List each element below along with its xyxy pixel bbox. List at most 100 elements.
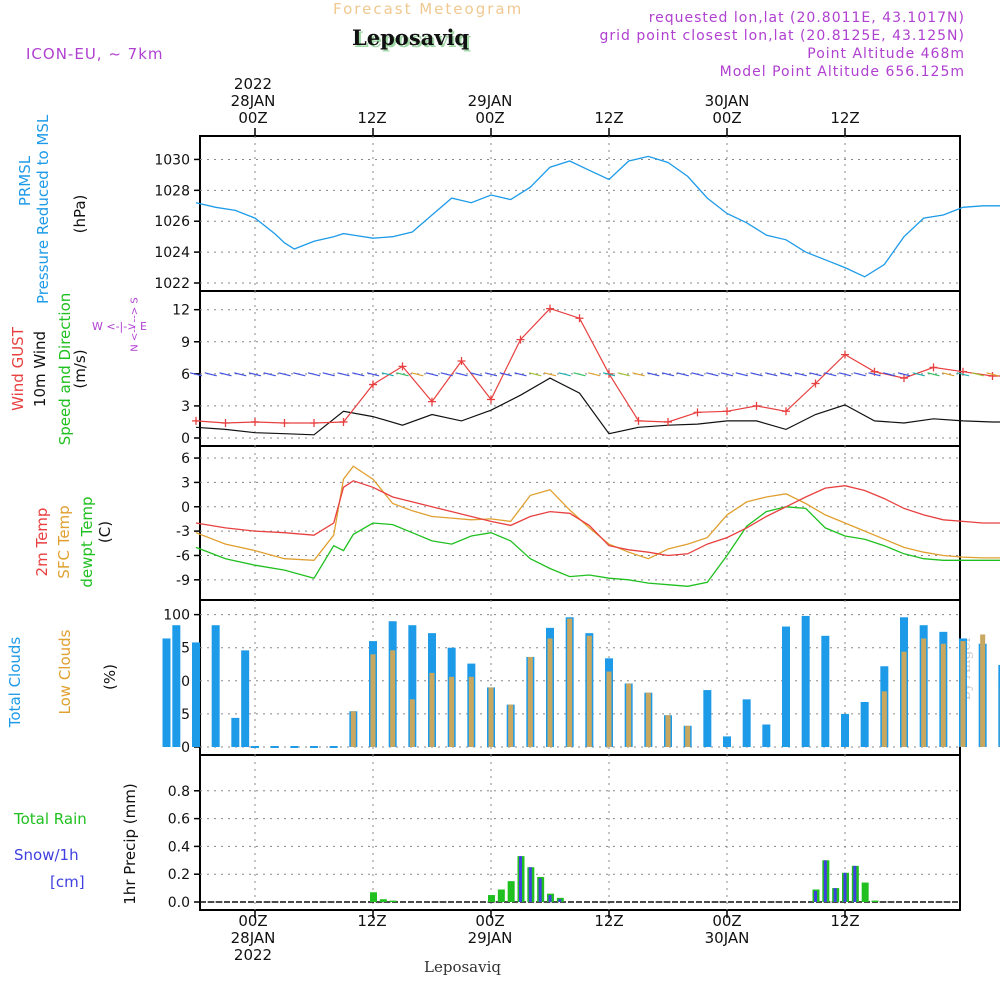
wind-direction-arrow: [794, 372, 807, 377]
low-cloud-bar: [685, 725, 691, 747]
rain-bar: [497, 889, 505, 902]
wind-direction-arrow: [971, 372, 984, 377]
bottom-tick-5: 12Z: [830, 912, 860, 930]
gust-marker: [398, 362, 407, 371]
low-cloud-bar: [527, 656, 533, 747]
gust-marker: [664, 417, 672, 426]
gust-marker: [369, 380, 377, 389]
gust-marker: [192, 416, 200, 425]
wind-direction-arrow: [897, 372, 911, 377]
total-cloud-bar: [782, 626, 790, 747]
y-tick-label: -9: [176, 573, 190, 589]
y-tick-label: 0: [181, 431, 190, 447]
total-cloud-bar: [408, 625, 417, 747]
gust-marker: [310, 419, 318, 428]
y-tick-label: 0: [181, 500, 190, 516]
chart-title: Forecast Meteogram: [333, 0, 524, 18]
snow-bar: [833, 888, 837, 902]
low-cloud-bar: [409, 699, 415, 747]
low-cloud-bar: [980, 634, 986, 747]
snow-bar: [538, 878, 542, 902]
wind-direction-arrow: [588, 372, 601, 377]
wind-direction-arrow: [883, 372, 896, 377]
snow-bar: [528, 867, 532, 902]
low-cloud-bar: [881, 691, 887, 747]
wind-direction-arrow: [263, 372, 276, 377]
total-cloud-bar: [723, 736, 731, 747]
total-cloud-bar: [801, 615, 810, 747]
y-tick-label: 6: [181, 451, 190, 467]
wind-direction-arrow: [322, 372, 335, 377]
wind-direction-arrow: [425, 372, 439, 377]
wind-direction-arrow: [381, 372, 394, 377]
low-cloud-bar: [645, 692, 651, 747]
y-tick-label: -3: [176, 524, 190, 540]
low-cloud-bar: [901, 651, 907, 747]
wind-direction-arrow: [484, 372, 498, 377]
gust-marker: [457, 357, 466, 366]
total-cloud-bar: [172, 625, 181, 747]
wind-direction-arrow: [632, 372, 645, 377]
y-tick-label: 3: [181, 475, 190, 491]
panel-frame: [199, 754, 961, 911]
wind-direction-arrow: [352, 372, 365, 377]
cm-label: [cm]: [50, 873, 85, 891]
wind-direction-arrow: [396, 372, 409, 377]
wind10-line: [195, 377, 1000, 436]
wind-direction-arrow: [765, 372, 778, 377]
pressure-line: [195, 155, 1000, 278]
temperature-panel: -9 -6 -3 0 3 6: [176, 451, 1000, 589]
top-tick-5: 12Z: [830, 109, 860, 127]
total-cloud-bar: [860, 701, 869, 747]
total-cloud-bar: [762, 724, 771, 747]
low-cloud-bar: [429, 672, 435, 747]
total-cloud-bar: [841, 713, 849, 747]
gust-marker: [900, 374, 908, 383]
wind-direction-arrow: [470, 372, 483, 377]
wind-direction-arrow: [617, 372, 630, 377]
snow-bar: [548, 895, 552, 902]
gust-marker: [841, 350, 849, 359]
wind-direction-arrow: [676, 372, 689, 377]
rain-bar: [507, 881, 515, 902]
wind-direction-arrow: [942, 372, 955, 377]
total-cloud-bar: [703, 690, 712, 747]
wind-panel: 0 3 6 9 12: [172, 303, 1000, 447]
wind-direction-arrow: [706, 372, 719, 377]
wind-direction-arrow: [248, 372, 262, 377]
bottom-tick-1: 12Z: [357, 912, 387, 930]
gust-marker: [693, 408, 702, 417]
gust-marker: [929, 363, 938, 372]
wind-direction-arrow: [366, 372, 380, 377]
wind-direction-arrow: [573, 372, 586, 377]
wind-direction-arrow: [691, 372, 704, 377]
total-cloud-bar: [211, 625, 220, 747]
wind-direction-arrow: [204, 372, 217, 377]
y-tick-label: 0.4: [168, 839, 190, 855]
total-rain-label: Total Rain: [14, 810, 87, 828]
gust-marker: [251, 417, 259, 426]
wind-direction-arrow: [278, 372, 291, 377]
wind-direction-arrow: [219, 372, 232, 377]
total-cloud-bar: [162, 638, 171, 747]
bottom-tick-0: 00Z 28JAN 2022: [230, 912, 276, 964]
wind-direction-arrow: [543, 372, 557, 377]
low-cloud-bar: [665, 715, 671, 747]
snow-bar: [558, 899, 562, 902]
y-tick-label: 0.6: [168, 812, 190, 828]
bottom-tick-4: 00Z 30JAN: [704, 912, 750, 947]
top-tick-1: 12Z: [357, 109, 387, 127]
gust-marker: [487, 395, 495, 404]
y-tick-label: 1026: [154, 214, 190, 230]
point-altitude: Point Altitude 468m: [807, 46, 965, 62]
gust-marker: [280, 419, 289, 428]
gust-marker: [782, 407, 790, 416]
wind-direction-arrow: [956, 372, 970, 377]
gust-marker: [339, 417, 348, 426]
panel-frames: [199, 128, 961, 918]
gust-marker: [428, 397, 436, 406]
wind-direction-arrow: [720, 372, 734, 377]
rain-bar: [389, 900, 397, 902]
gust-marker: [988, 371, 997, 380]
